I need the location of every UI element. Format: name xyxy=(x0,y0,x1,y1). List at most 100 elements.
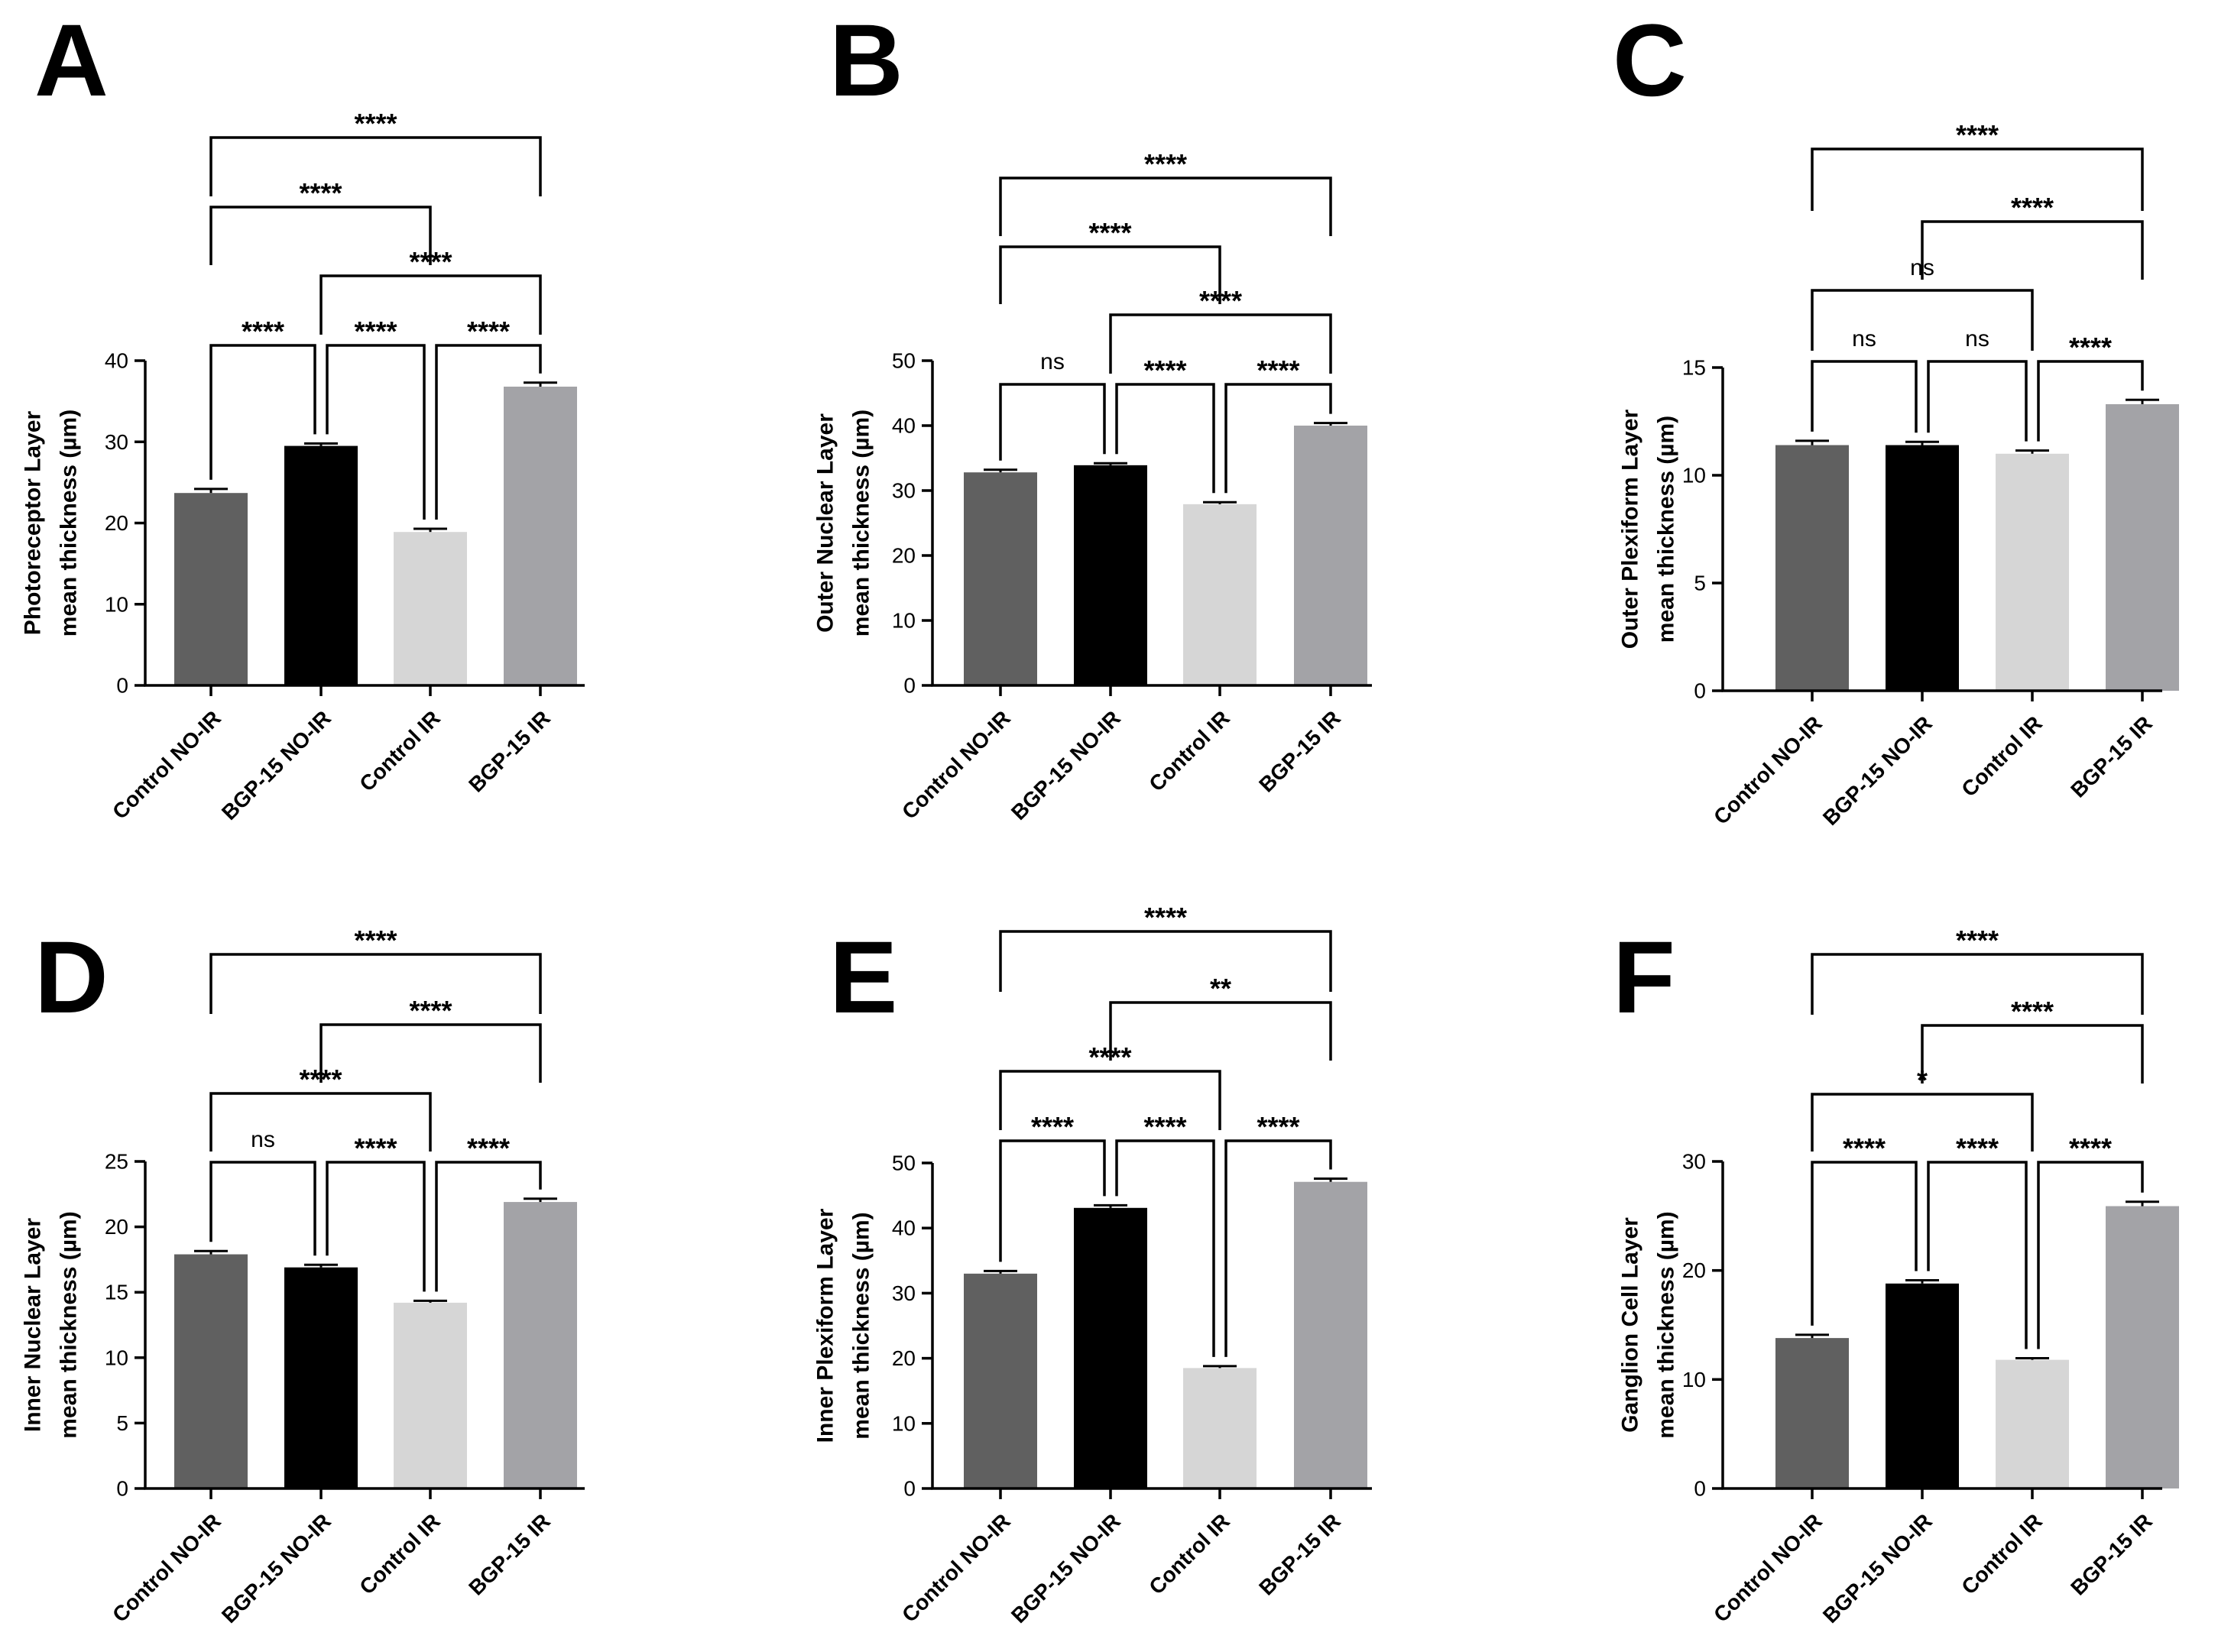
significance-label: ns xyxy=(1965,326,1989,351)
y-tick-label: 40 xyxy=(105,349,128,373)
significance-bracket xyxy=(1224,383,1332,494)
y-tick-label: 0 xyxy=(116,1477,128,1501)
y-tick-label: 40 xyxy=(892,414,916,438)
significance-bracket xyxy=(435,344,542,520)
x-tick-label: Control NO-IR xyxy=(108,706,225,824)
significance-label: **** xyxy=(1956,119,1999,151)
y-axis-label: mean thickness (µm) xyxy=(849,410,874,637)
significance-bracket xyxy=(999,383,1106,461)
significance-bracket xyxy=(999,930,1332,992)
x-tick-label: BGP-15 IR xyxy=(2066,711,2157,802)
significance-bracket xyxy=(1921,220,2144,280)
y-tick-label: 20 xyxy=(892,544,916,568)
significance-label: **** xyxy=(1956,1132,1999,1164)
x-tick-label: BGP-15 NO-IR xyxy=(1007,1509,1125,1628)
bar xyxy=(284,1267,358,1488)
significance-bracket xyxy=(999,245,1221,304)
y-axis-label: Inner Plexiform Layer xyxy=(813,1208,838,1443)
y-tick-label: 50 xyxy=(892,1152,916,1175)
significance-bracket xyxy=(1811,289,2034,351)
chart-panel-b: B Outer Nuclear Layer mean thickness (µm) 0… xyxy=(813,4,1372,824)
significance-label: **** xyxy=(1257,355,1299,386)
significance-label: **** xyxy=(354,1132,397,1164)
bar xyxy=(1886,1283,1959,1488)
bar xyxy=(1294,1181,1367,1488)
significance-label: **** xyxy=(1143,1111,1186,1142)
y-axis-label: Inner Nuclear Layer xyxy=(21,1218,46,1432)
y-tick-label: 30 xyxy=(1682,1150,1706,1174)
x-tick-label: BGP-15 IR xyxy=(464,706,555,797)
significance-bracket xyxy=(209,1092,432,1152)
x-tick-label: BGP-15 IR xyxy=(1254,1509,1345,1600)
bar xyxy=(1074,465,1147,685)
significance-bracket xyxy=(209,953,542,1014)
bar xyxy=(1074,1207,1147,1488)
x-tick-label: BGP-15 NO-IR xyxy=(217,706,336,824)
y-tick-label: 0 xyxy=(1694,1477,1706,1501)
significance-label: ** xyxy=(1210,973,1231,1004)
x-tick-label: Control IR xyxy=(1144,1509,1234,1599)
y-tick-label: 10 xyxy=(105,1346,128,1369)
significance-bracket xyxy=(999,177,1332,236)
y-tick-label: 0 xyxy=(116,674,128,698)
significance-bracket xyxy=(1109,313,1332,374)
significance-bracket xyxy=(209,1161,316,1256)
significance-bracket xyxy=(1921,1024,2144,1084)
panel-letter: C xyxy=(1613,4,1687,118)
significance-label: **** xyxy=(1257,1111,1299,1142)
significance-bracket xyxy=(1115,383,1215,494)
x-tick-label: Control NO-IR xyxy=(108,1509,225,1627)
y-tick-label: 0 xyxy=(903,1477,916,1501)
y-tick-label: 10 xyxy=(1682,1368,1706,1391)
significance-bracket xyxy=(1811,360,1918,433)
significance-label: **** xyxy=(2069,332,2112,363)
y-tick-label: 0 xyxy=(903,674,916,698)
y-axis-label: Outer Nuclear Layer xyxy=(813,413,838,633)
panel-letter: B xyxy=(829,4,903,118)
significance-bracket xyxy=(209,206,432,265)
x-tick-label: BGP-15 NO-IR xyxy=(217,1509,336,1628)
significance-label: **** xyxy=(1144,902,1187,933)
significance-bracket xyxy=(1811,953,2144,1015)
y-axis-label: Photoreceptor Layer xyxy=(21,410,46,635)
y-tick-label: 10 xyxy=(892,1411,916,1435)
significance-bracket xyxy=(319,1023,542,1083)
bar xyxy=(394,532,467,685)
x-tick-label: BGP-15 IR xyxy=(464,1509,555,1600)
bar xyxy=(964,472,1037,685)
significance-label: **** xyxy=(2011,996,2054,1027)
y-tick-label: 10 xyxy=(105,592,128,616)
x-tick-label: Control NO-IR xyxy=(1709,711,1827,829)
significance-bracket xyxy=(1927,1161,2028,1349)
panel-letter: E xyxy=(829,921,897,1035)
significance-bracket xyxy=(1811,1093,2034,1152)
x-tick-label: Control IR xyxy=(1957,711,2047,802)
y-tick-label: 10 xyxy=(892,609,916,633)
y-tick-label: 5 xyxy=(1694,572,1706,595)
significance-label: **** xyxy=(1143,355,1186,386)
bar xyxy=(394,1302,467,1488)
significance-label: **** xyxy=(2069,1132,2112,1164)
significance-bracket xyxy=(2037,1161,2144,1349)
bar xyxy=(174,493,248,685)
significance-label: **** xyxy=(242,316,284,347)
y-tick-label: 40 xyxy=(892,1216,916,1240)
chart-panel-f: F Ganglion Cell Layer mean thickness (µm) 0… xyxy=(1613,921,2179,1628)
x-tick-label: Control IR xyxy=(1957,1509,2047,1599)
significance-bracket xyxy=(999,1070,1221,1130)
x-tick-label: BGP-15 IR xyxy=(1254,706,1345,797)
significance-label: **** xyxy=(354,925,397,956)
y-axis-label: mean thickness (µm) xyxy=(849,1212,874,1439)
significance-bracket xyxy=(319,274,542,335)
y-tick-label: 0 xyxy=(1694,679,1706,703)
y-tick-label: 20 xyxy=(892,1346,916,1370)
significance-bracket xyxy=(2037,360,2144,442)
y-tick-label: 5 xyxy=(116,1411,128,1435)
y-axis-label: mean thickness (µm) xyxy=(1654,1211,1679,1438)
y-tick-label: 20 xyxy=(105,1215,128,1239)
y-tick-label: 10 xyxy=(1682,464,1706,488)
y-axis-label: Ganglion Cell Layer xyxy=(1618,1217,1643,1433)
x-tick-label: BGP-15 IR xyxy=(2066,1509,2157,1600)
y-axis-label: Outer Plexiform Layer xyxy=(1618,409,1643,649)
